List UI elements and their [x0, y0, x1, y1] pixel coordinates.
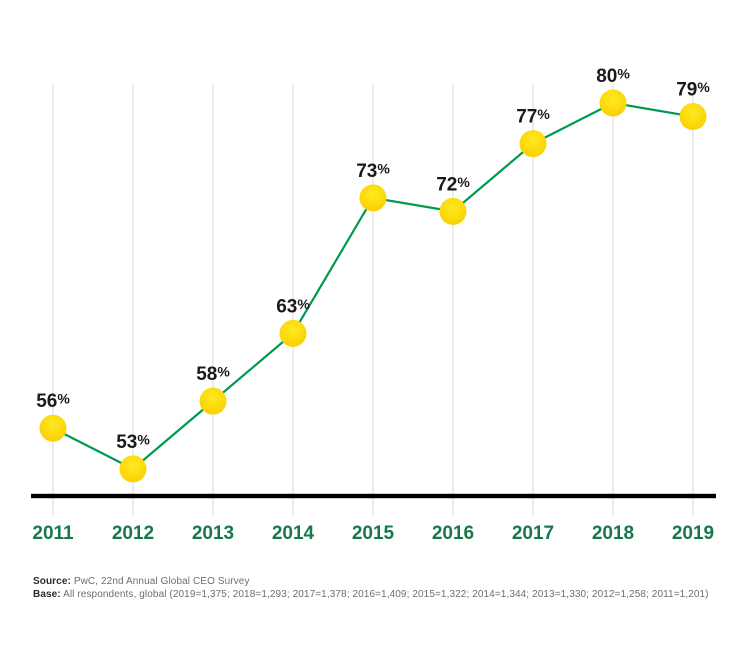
base-text: All respondents, global (2019=1,375; 201… — [63, 589, 709, 600]
data-point — [39, 414, 67, 442]
source-label: Source: — [33, 576, 71, 587]
x-axis-line — [31, 493, 716, 499]
data-label: 56% — [36, 391, 70, 413]
x-axis-labels: 2011 2012 2013 2014 2015 2016 2017 2018 2019 — [32, 523, 714, 544]
x-axis-label: 2017 — [512, 523, 554, 544]
base-label: Base: — [33, 589, 61, 600]
data-label: 73% — [356, 160, 390, 182]
data-point — [279, 319, 307, 347]
x-axis-label: 2018 — [592, 523, 634, 544]
data-point — [119, 455, 147, 483]
x-axis-label: 2015 — [352, 523, 395, 544]
data-label: 58% — [196, 364, 230, 386]
data-point — [599, 89, 627, 117]
x-axis-label: 2016 — [432, 523, 474, 544]
data-label: 63% — [276, 296, 310, 318]
base-line: Base: All respondents, global (2019=1,37… — [33, 588, 709, 601]
data-point — [439, 197, 467, 225]
data-label: 79% — [676, 79, 710, 101]
gridlines — [52, 84, 694, 516]
line-chart: 56%53%58%63%73%72%77%80%79%2011 2012 2013 2… — [31, 65, 716, 544]
data-label: 72% — [436, 174, 470, 196]
data-label: 53% — [116, 431, 150, 453]
data-labels: 56% 53% 58% 63% 73% 72% 77% 80% 79% — [36, 65, 710, 452]
data-label: 77% — [516, 106, 550, 128]
x-axis-label: 2012 — [112, 523, 154, 544]
data-point — [519, 130, 547, 158]
data-point — [679, 103, 707, 131]
x-axis-label: 2019 — [672, 523, 714, 544]
x-axis-label: 2014 — [272, 523, 315, 544]
x-axis-label: 2011 — [32, 523, 74, 544]
source-line: Source: PwC, 22nd Annual Global CEO Surv… — [33, 575, 709, 588]
data-label: 80% — [596, 65, 630, 87]
source-text: PwC, 22nd Annual Global CEO Survey — [73, 576, 250, 587]
data-point — [359, 184, 387, 212]
chart-footnote: Source: PwC, 22nd Annual Global CEO Surv… — [33, 575, 709, 601]
x-axis-label: 2013 — [192, 523, 234, 544]
data-points — [39, 89, 707, 483]
data-point — [199, 387, 227, 415]
